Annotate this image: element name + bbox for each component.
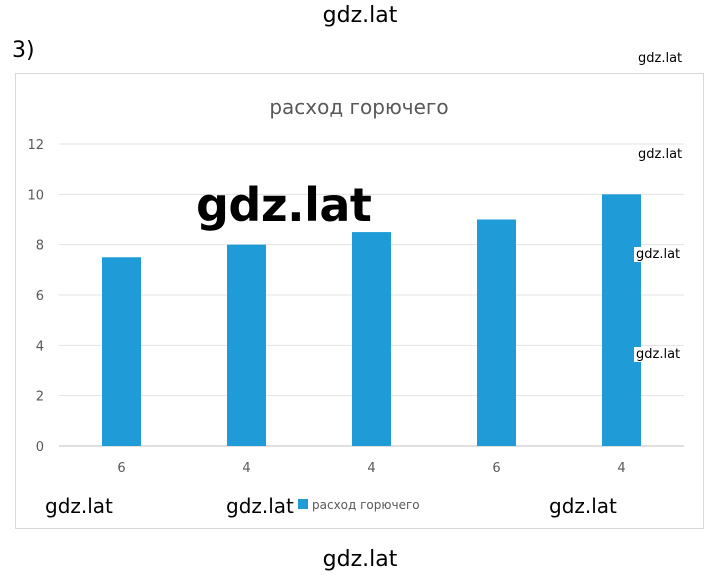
bar-chart: расход горючего 0 2 4 6 8 10 12 6 4 4 6 4 расход г… bbox=[27, 95, 684, 512]
x-axis-ticks: 6 4 4 6 4 bbox=[117, 461, 625, 476]
y-tick-label: 6 bbox=[36, 289, 44, 304]
bar bbox=[102, 257, 141, 446]
legend: расход горючего bbox=[298, 498, 420, 512]
bar bbox=[602, 194, 641, 446]
y-tick-label: 10 bbox=[27, 188, 44, 203]
watermark-small-4: gdz.lat bbox=[634, 347, 683, 362]
watermark-small-2: gdz.lat bbox=[636, 147, 685, 162]
chart-frame: расход горючего 0 2 4 6 8 10 12 6 4 4 6 4 расход г… bbox=[15, 73, 704, 529]
y-axis-ticks: 0 2 4 6 8 10 12 bbox=[27, 138, 44, 455]
y-tick-label: 4 bbox=[36, 339, 44, 354]
bar bbox=[227, 244, 266, 446]
watermark-small-3: gdz.lat bbox=[634, 247, 683, 262]
bar bbox=[352, 232, 391, 446]
legend-label: расход горючего bbox=[312, 498, 420, 512]
y-tick-label: 0 bbox=[36, 440, 44, 455]
y-tick-label: 2 bbox=[36, 390, 44, 405]
watermark-center: gdz.lat bbox=[226, 494, 294, 518]
legend-swatch bbox=[298, 499, 308, 509]
x-tick-label: 4 bbox=[367, 461, 375, 476]
x-tick-label: 6 bbox=[492, 461, 500, 476]
watermark-left: gdz.lat bbox=[45, 494, 113, 518]
bar bbox=[477, 219, 516, 446]
x-tick-label: 4 bbox=[617, 461, 625, 476]
x-tick-label: 6 bbox=[117, 461, 125, 476]
watermark-small-1: gdz.lat bbox=[636, 51, 685, 66]
watermark-bottom: gdz.lat bbox=[322, 547, 398, 572]
watermark-top: gdz.lat bbox=[322, 3, 398, 28]
y-tick-label: 12 bbox=[27, 138, 44, 153]
y-tick-label: 8 bbox=[36, 239, 44, 254]
watermark-right: gdz.lat bbox=[549, 494, 617, 518]
chart-title: расход горючего bbox=[269, 95, 448, 119]
problem-number: 3) bbox=[12, 38, 35, 63]
x-tick-label: 4 bbox=[242, 461, 250, 476]
watermark-large: gdz.lat bbox=[196, 178, 372, 232]
bars bbox=[102, 194, 641, 446]
